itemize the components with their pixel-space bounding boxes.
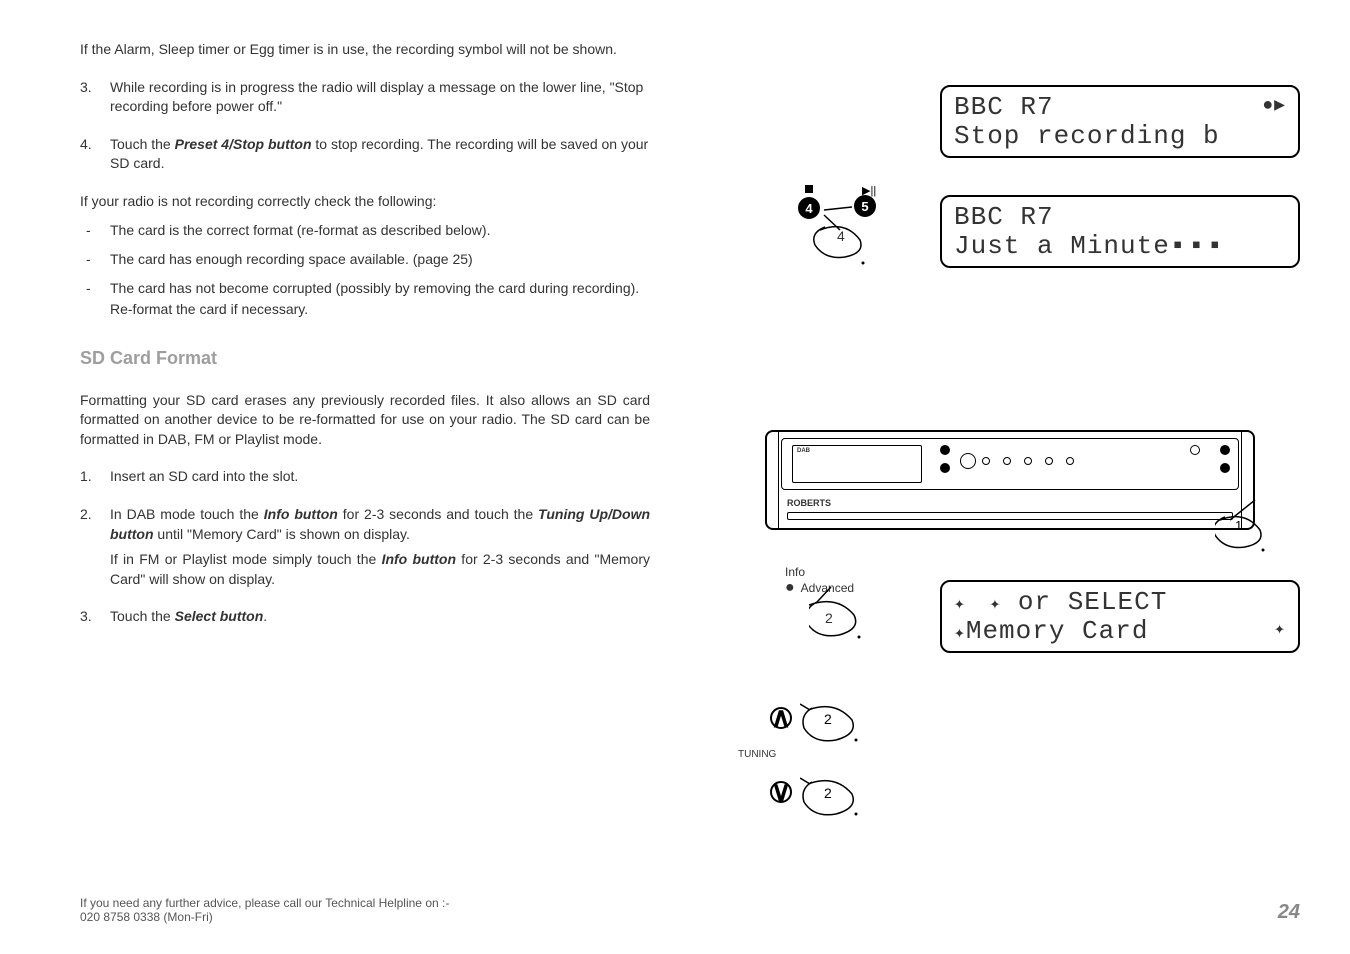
intro-para: If the Alarm, Sleep timer or Egg timer i… [80, 40, 650, 60]
tuning-buttons-diagram: ∧ 2 TUNING ∨ 2 [770, 690, 880, 819]
format-step-1: 1. Insert an SD card into the slot. [80, 467, 650, 487]
left-text-column: If the Alarm, Sleep timer or Egg timer i… [80, 40, 650, 645]
svg-text:1: 1 [1235, 518, 1242, 533]
check-item-3: - The card has not become corrupted (pos… [80, 278, 650, 320]
check-item-2: - The card has enough recording space av… [80, 249, 650, 270]
page-number: 24 [1278, 901, 1300, 924]
right-diagrams-column: BBC R7 ●▶ Stop recording b ▶|| 4 5 4 BBC… [680, 40, 1300, 645]
preset-button-diagram: ▶|| 4 5 4 [790, 185, 910, 278]
radio-device-diagram: DAB ROBE [765, 430, 1255, 530]
step-4: 4. Touch the Preset 4/Stop button to sto… [80, 135, 650, 174]
tuning-down-icon: ∨ [770, 781, 792, 803]
button-5: 5 [854, 195, 876, 217]
button-4: 4 [798, 197, 820, 219]
lcd-display-2: BBC R7 Just a Minute▪▪▪ [940, 195, 1300, 268]
format-step-2: 2. In DAB mode touch the Info button for… [80, 505, 650, 589]
check-item-1: - The card is the correct format (re-for… [80, 220, 650, 241]
info-button-diagram: Info ● Advanced 2 [785, 565, 854, 597]
lcd-display-1: BBC R7 ●▶ Stop recording b [940, 85, 1300, 158]
page-footer: If you need any further advice, please c… [80, 896, 1300, 924]
step-3: 3. While recording is in progress the ra… [80, 78, 650, 117]
svg-text:2: 2 [824, 711, 832, 727]
lcd-display-3: ✦ ✦ or SELECT ✦Memory Card ✦ [940, 580, 1300, 653]
format-step-3: 3. Touch the Select button. [80, 607, 650, 627]
section-heading: SD Card Format [80, 348, 650, 369]
tuning-up-icon: ∧ [770, 707, 792, 729]
svg-text:2: 2 [824, 785, 832, 801]
check-intro: If your radio is not recording correctly… [80, 192, 650, 212]
format-intro: Formatting your SD card erases any previ… [80, 391, 650, 450]
record-icon: ●▶ [1262, 97, 1286, 117]
